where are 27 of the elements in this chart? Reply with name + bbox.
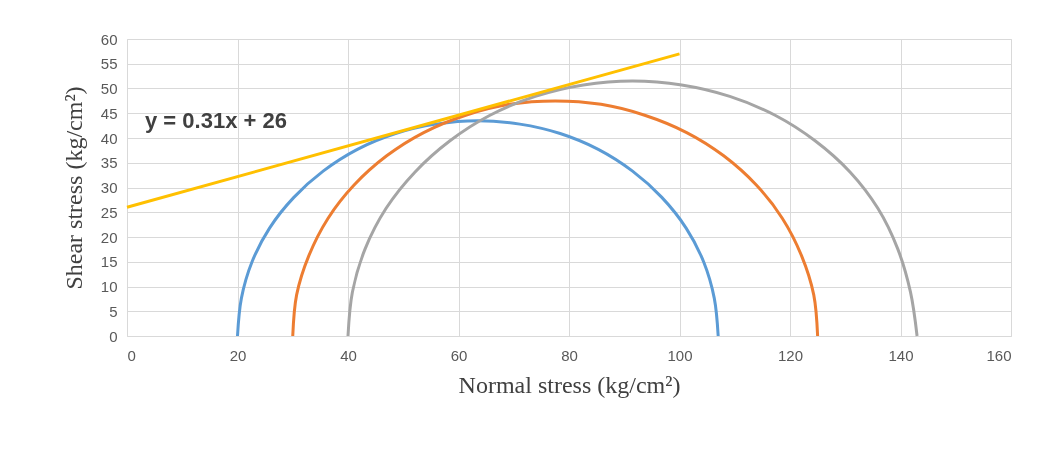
y-tick-label: 20 [100, 228, 118, 246]
line-series [346, 79, 919, 338]
y-tick-label: 10 [100, 278, 118, 295]
x-axis-title: Normal stress (kg/cm²) [458, 371, 681, 398]
annotation: y = 0.31x + 26 [145, 108, 287, 133]
x-tick-label: 20 [229, 346, 247, 364]
y-tick-label: 25 [100, 203, 118, 221]
line-series [291, 99, 820, 338]
x-tick-label: 0 [127, 346, 136, 364]
y-tick-label: 5 [109, 302, 118, 320]
x-tick-label: 140 [888, 346, 914, 364]
y-tick-label: 35 [100, 154, 118, 172]
y-tick-label: 40 [100, 129, 118, 147]
y-tick-label: 60 [100, 30, 118, 48]
y-tick-label: 30 [100, 179, 118, 196]
x-tick-label: 80 [561, 346, 578, 364]
y-tick-label: 15 [100, 253, 118, 271]
y-axis-title: Shear stress (kg/cm²) [60, 86, 87, 290]
x-tick-label: 100 [667, 346, 693, 364]
y-tick-label: 45 [100, 104, 118, 122]
y-tick-label: 0 [109, 327, 118, 345]
x-tick-label: 40 [340, 346, 357, 364]
x-tick-label: 120 [777, 346, 804, 364]
y-tick-label: 55 [100, 55, 118, 73]
y-tick-label: 50 [100, 80, 118, 97]
x-tick-label: 60 [450, 346, 468, 364]
x-tick-label: 160 [986, 346, 1012, 364]
